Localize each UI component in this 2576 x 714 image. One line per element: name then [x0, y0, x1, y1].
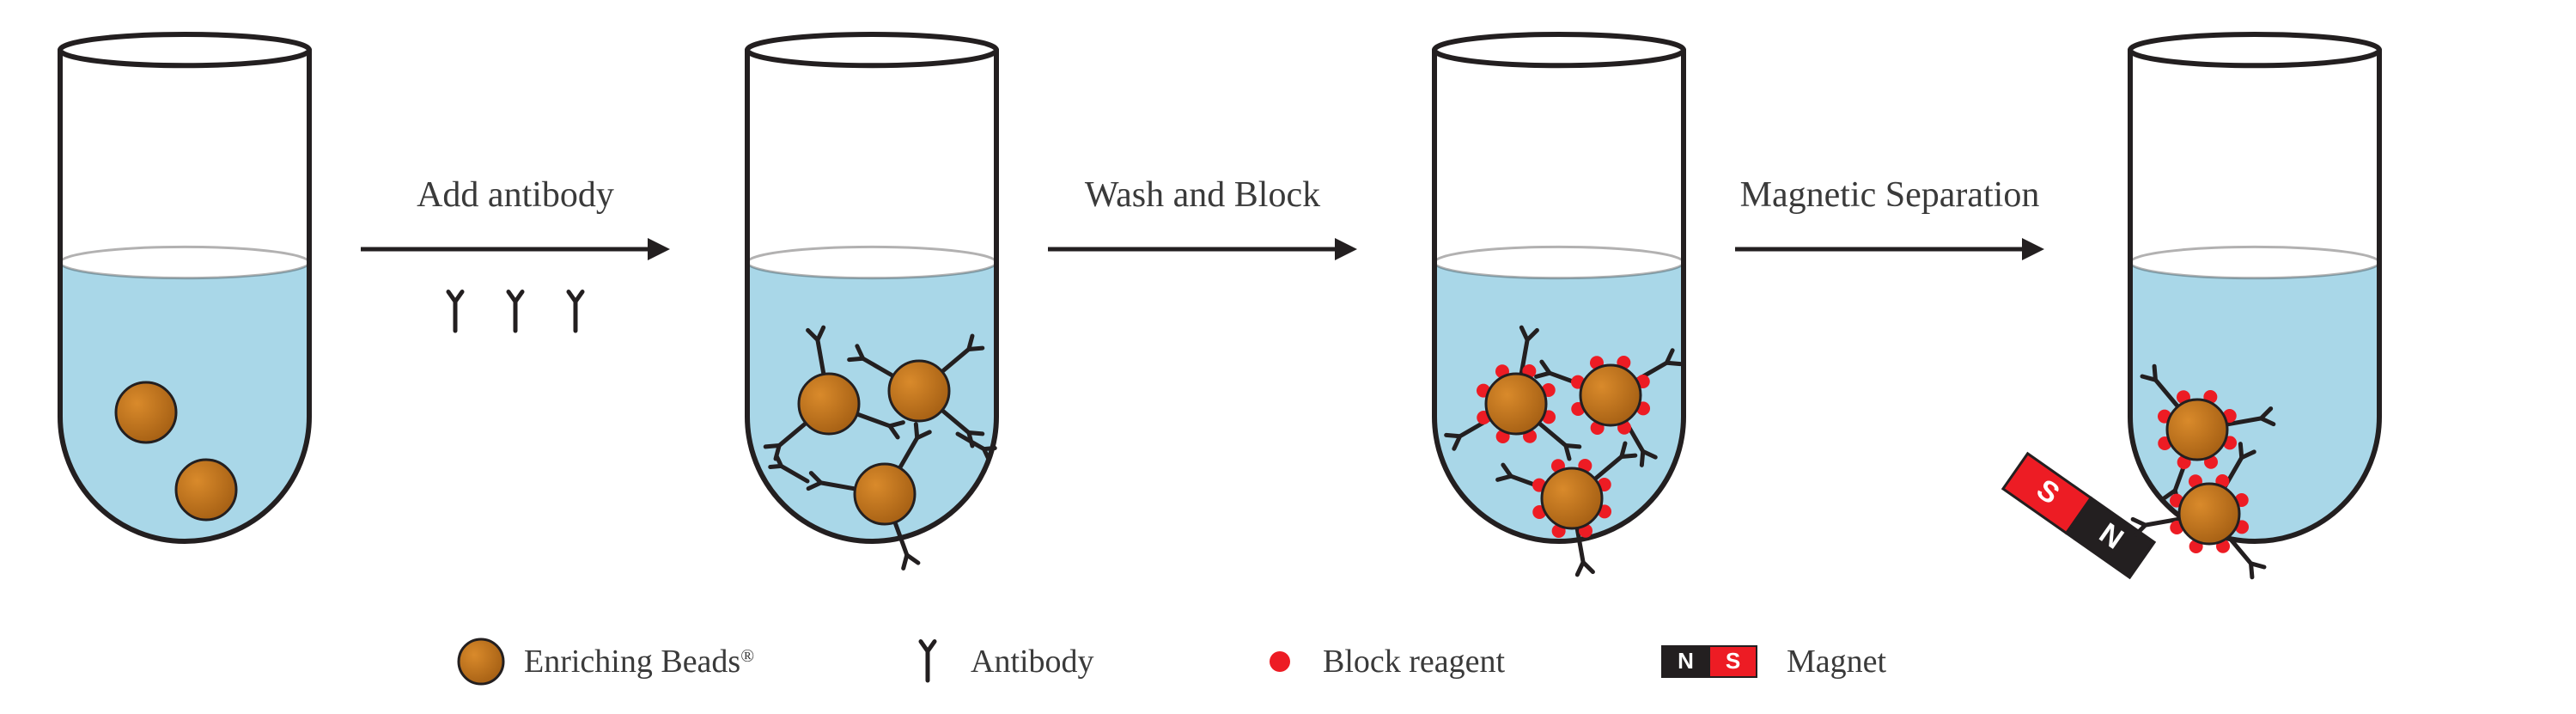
tube-step-2 [1434, 34, 1684, 575]
magnet-icon: SN [2003, 454, 2154, 577]
bead-icon [889, 361, 949, 421]
antibody-prong [515, 292, 522, 302]
step-label: Add antibody [417, 175, 614, 215]
liquid-surface [2130, 247, 2379, 278]
antibody-prong [1446, 435, 1460, 436]
step-label: Magnetic Separation [1740, 175, 2040, 215]
bead-icon [855, 464, 915, 524]
antibody-prong [455, 292, 462, 302]
bead-icon [2167, 400, 2227, 460]
bead-icon [799, 374, 859, 434]
legend-label: Antibody [971, 644, 1094, 680]
tube-rim [2130, 34, 2379, 65]
antibody-prong [904, 555, 907, 568]
bead-icon [1542, 468, 1602, 528]
legend-item-blockdot: Block reagent [1270, 644, 1506, 680]
tube-liquid [2130, 263, 2379, 542]
block-dot [1270, 651, 1290, 672]
liquid-surface [1434, 247, 1684, 278]
antibody-prong [969, 348, 983, 349]
bead-icon [1486, 374, 1546, 434]
antibody-prong [1622, 455, 1635, 456]
tube-step-1 [747, 34, 996, 568]
antibody-prong [928, 642, 935, 651]
arrow-head [1335, 238, 1357, 260]
legend-label: Enriching Beads® [524, 644, 754, 680]
legend-label: Magnet [1787, 644, 1887, 680]
bead-icon [116, 382, 176, 442]
antibody-prong [575, 292, 582, 302]
antibody-prong [1577, 562, 1583, 575]
step-label: Wash and Block [1085, 175, 1320, 215]
liquid-surface [60, 247, 309, 278]
tube-step-3: SN [2003, 34, 2379, 577]
antibody-prong [2251, 564, 2252, 577]
bead-icon [459, 639, 503, 684]
tube-step-0 [60, 34, 309, 541]
arrow-head [648, 238, 670, 260]
arrow-head [2022, 238, 2044, 260]
antibody-prong [1641, 451, 1642, 465]
bead-icon [2179, 484, 2239, 544]
liquid-surface [747, 247, 996, 278]
svg-text:N: N [1678, 648, 1694, 674]
legend-item-magnet: NSMagnet [1662, 644, 1887, 680]
legend-item-antibody: Antibody [921, 642, 1094, 680]
diagram-root: SNAdd antibodyWash and BlockMagnetic Sep… [0, 0, 2576, 714]
bead-icon [176, 460, 236, 520]
legend-item-bead: Enriching Beads® [459, 639, 754, 684]
antibody-prong [2154, 366, 2155, 380]
antibody-prong [2133, 519, 2146, 525]
antibody-prong [765, 446, 779, 447]
svg-text:S: S [1726, 648, 1740, 674]
legend-label: Block reagent [1323, 644, 1506, 680]
tube-rim [1434, 34, 1684, 65]
tube-rim [60, 34, 309, 65]
magnet-icon: NS [1662, 646, 1757, 677]
tube-rim [747, 34, 996, 65]
bead-icon [1580, 365, 1641, 425]
